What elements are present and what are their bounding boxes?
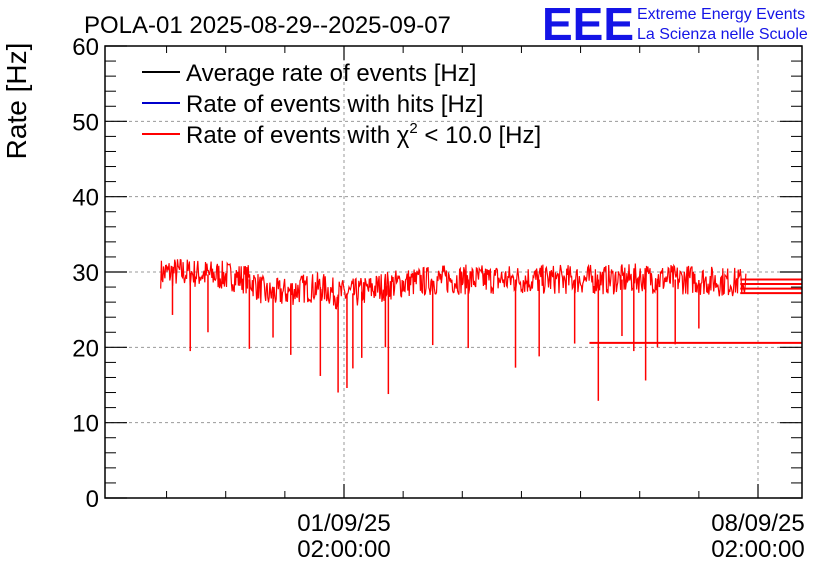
legend-label-chi2-symbol: χ [397, 122, 410, 149]
ytick-label-60: 60 [72, 34, 99, 61]
legend-label-chi2-sup: 2 [409, 120, 417, 137]
xtick-label-date-1: 08/09/25 [711, 510, 804, 537]
series-layer [160, 258, 802, 401]
xtick-label-time-1: 02:00:00 [711, 536, 804, 563]
ytick-label-50: 50 [72, 109, 99, 136]
legend-label-average: Average rate of events [Hz] [186, 60, 476, 87]
chart-title: POLA-01 2025-08-29--2025-09-07 [84, 12, 451, 39]
ytick-label-0: 0 [86, 486, 99, 513]
y-axis-label: Rate [Hz] [1, 43, 32, 160]
gridlines [105, 46, 802, 498]
ytick-label-40: 40 [72, 185, 99, 212]
plot-frame [104, 45, 803, 499]
ytick-label-20: 20 [72, 335, 99, 362]
xtick-label-time-0: 02:00:00 [297, 536, 390, 563]
legend-label-chi2-suffix: < 10.0 [Hz] [418, 122, 541, 149]
logo-eee-text: EEE [542, 0, 634, 50]
axes: 010203040506001/09/2502:00:0008/09/2502:… [72, 34, 804, 563]
legend: Average rate of events [Hz] Rate of even… [142, 60, 541, 149]
series-0-line [160, 258, 747, 310]
legend-label-chi2: Rate of events with χ2 < 10.0 [Hz] [186, 120, 541, 149]
ytick-label-30: 30 [72, 260, 99, 287]
xtick-label-date-0: 01/09/25 [297, 510, 390, 537]
logo-line2: La Scienza nelle Scuole [637, 26, 808, 43]
eee-logo: EEE Extreme Energy Events La Scienza nel… [542, 0, 808, 50]
legend-label-hits: Rate of events with hits [Hz] [186, 91, 483, 118]
ytick-label-10: 10 [72, 411, 99, 438]
logo-line1: Extreme Energy Events [637, 6, 805, 23]
legend-label-chi2-prefix: Rate of events with [186, 122, 397, 149]
